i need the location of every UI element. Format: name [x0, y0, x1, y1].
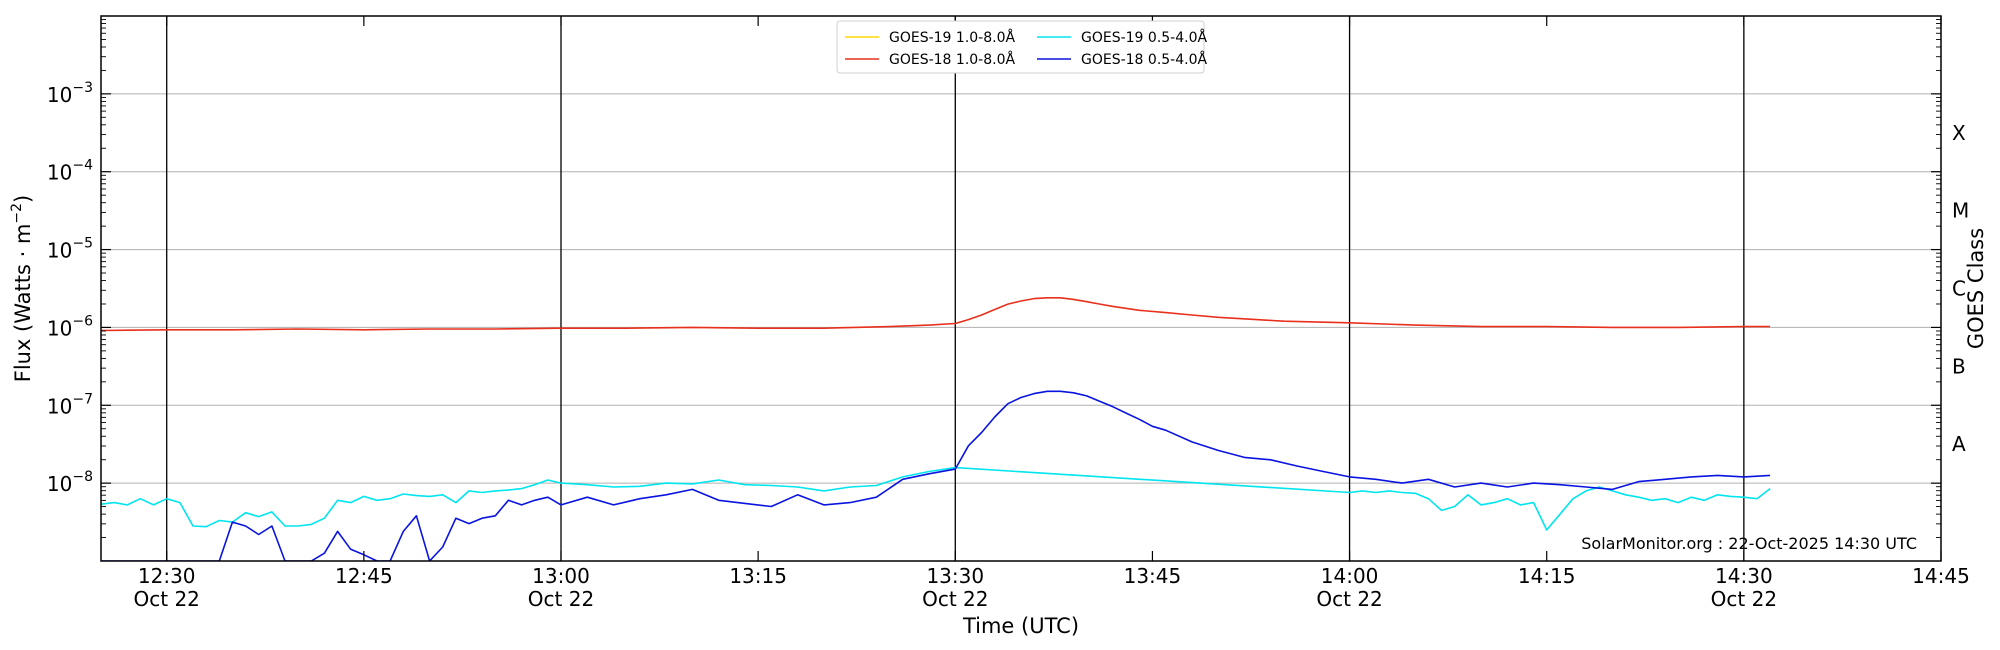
y-tick-label: 10−6 [47, 313, 93, 340]
goes-class-labels: X M C B A [1952, 121, 1969, 456]
x-tick-time: 14:45 [1912, 564, 1970, 588]
x-axis-title: Time (UTC) [962, 614, 1079, 638]
x-tick-time: 12:45 [335, 564, 393, 588]
y-tick-exponent: −7 [72, 391, 93, 407]
y-tick-exponent: −3 [72, 80, 93, 96]
x-tick-date: Oct 22 [1711, 587, 1777, 611]
x-tick-time: 14:00 [1321, 564, 1379, 588]
x-tick-time: 13:30 [926, 564, 984, 588]
y-tick-exponent: −6 [72, 313, 93, 329]
x-tick-time: 13:00 [532, 564, 590, 588]
series-line-1 [101, 296, 1771, 332]
day-vertical-lines [166, 16, 1745, 561]
x-tick-time: 13:15 [729, 564, 787, 588]
y-tick-label: 10−8 [47, 469, 93, 496]
legend: GOES-19 1.0-8.0Å GOES-18 1.0-8.0Å GOES-19 … [836, 20, 1207, 74]
goes-class-a: A [1952, 432, 1966, 456]
plot-frame [100, 15, 1942, 562]
goes-class-c: C [1952, 277, 1966, 301]
legend-entry: GOES-18 1.0-8.0Å [889, 51, 1015, 68]
series-line-2 [101, 466, 1771, 531]
goes-class-x: X [1952, 121, 1966, 145]
y-tick-label: 10−5 [47, 236, 93, 263]
y-tick-base: 10 [47, 316, 72, 340]
x-tick-date: Oct 22 [922, 587, 988, 611]
y-tick-base: 10 [47, 161, 72, 185]
series-line-3 [101, 390, 1771, 561]
goes-class-axis-title: GOES Class [1964, 228, 1988, 349]
x-tick-date: Oct 22 [1316, 587, 1382, 611]
y-tick-base: 10 [47, 472, 72, 496]
goes-class-b: B [1952, 354, 1966, 378]
y-tick-label: 10−7 [47, 391, 93, 418]
y-tick-label: 10−4 [47, 158, 93, 185]
legend-entry: GOES-19 0.5-4.0Å [1081, 29, 1207, 46]
x-tick-time: 13:45 [1124, 564, 1182, 588]
y-tick-label: 10−3 [47, 80, 93, 107]
legend-entry: GOES-19 1.0-8.0Å [889, 29, 1015, 46]
x-tick-time: 14:30 [1715, 564, 1773, 588]
x-tick-date: Oct 22 [528, 587, 594, 611]
y-tick-base: 10 [47, 394, 72, 418]
y-axis-title-superscript: −2 [9, 203, 25, 224]
y-tick-exponent: −5 [72, 236, 93, 252]
footer-credit: SolarMonitor.org : 22-Oct-2025 14:30 UTC [1581, 534, 1917, 553]
y-axis-title: Flux (Watts · m−2) [9, 195, 35, 383]
y-tick-base: 10 [47, 83, 72, 107]
legend-box [836, 20, 1205, 74]
y-axis-title-close: ) [11, 195, 35, 203]
legend-entry: GOES-18 0.5-4.0Å [1081, 51, 1207, 68]
x-tick-time: 12:30 [138, 564, 196, 588]
grid-layer [101, 93, 1941, 484]
x-tick-time: 14:15 [1518, 564, 1576, 588]
series-layer [101, 296, 1771, 561]
y-tick-exponent: −4 [72, 158, 93, 174]
x-tick-date: Oct 22 [134, 587, 200, 611]
goes-class-m: M [1952, 199, 1969, 223]
y-tick-exponent: −8 [72, 469, 93, 485]
y-axis-title-main: Flux (Watts · m [11, 224, 35, 383]
y-tick-base: 10 [47, 239, 72, 263]
